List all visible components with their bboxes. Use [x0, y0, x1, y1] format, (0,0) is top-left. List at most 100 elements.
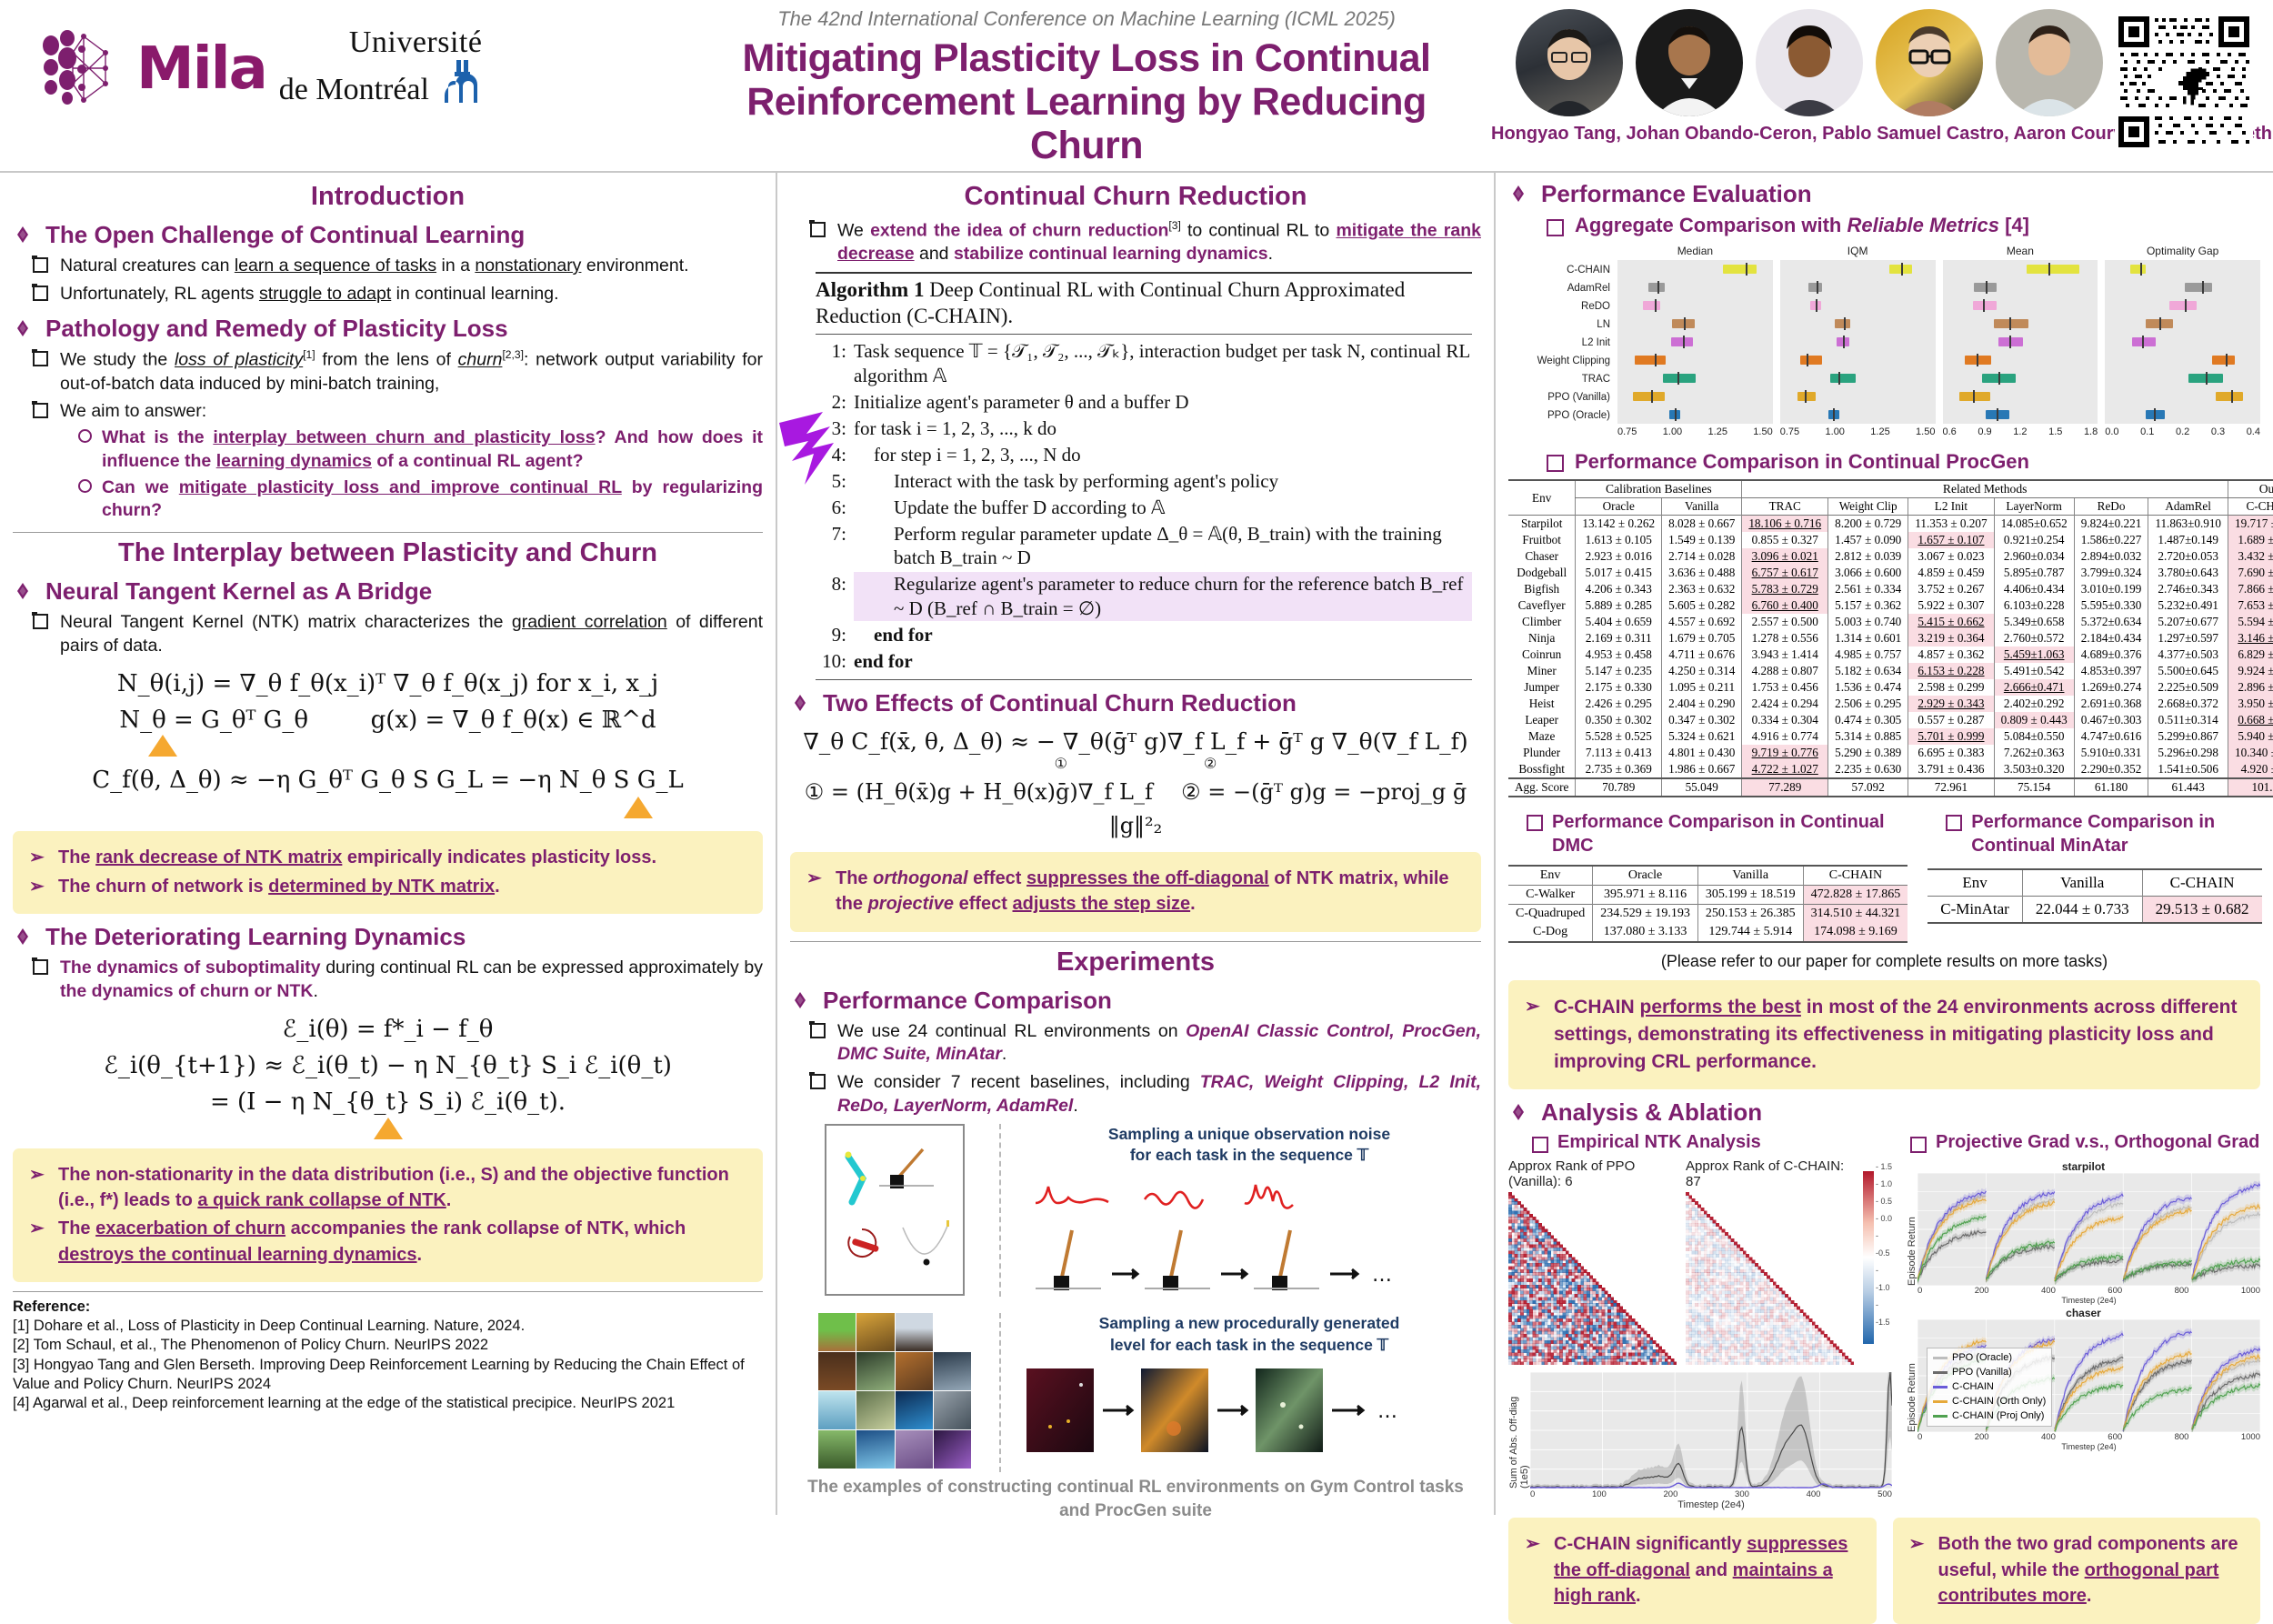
text-italic: TRAC, Weight Clipping, L2 Init, ReDo, La… — [837, 1072, 1481, 1116]
legend-label: PPO (Oracle) — [1952, 1351, 2013, 1363]
callout-line: ➢ The exacerbation of churn accompanies t… — [27, 1216, 748, 1268]
table-cell: 0.511±0.314 — [2148, 712, 2228, 728]
chart-row — [2105, 278, 2260, 296]
chart-tick-label: 800 — [2174, 1432, 2189, 1443]
equation-term-2: ② = −(ḡᵀ g)g = −proj_g ḡ ‖g‖²₂ — [1108, 778, 1467, 838]
callout-line: ➢ The orthogonal effect suppresses the of… — [805, 866, 1467, 917]
chart-interval-bar — [2184, 283, 2212, 292]
legend-label: PPO (Vanilla) — [1952, 1366, 2012, 1378]
square-bullet-icon — [1527, 815, 1543, 831]
text: . — [1001, 1044, 1007, 1065]
algorithm-title-text: Deep Continual RL with Continual Churn A… — [816, 277, 1406, 327]
table-cell: 1.679 ± 0.705 — [1661, 630, 1742, 647]
table-cell: 9.924 ± 0.636 — [2228, 663, 2273, 679]
text: C-CHAIN — [1554, 997, 1640, 1018]
algorithm-step: 6: Update the buffer D according to 𝔸 — [831, 496, 1166, 518]
title-line-1: Mitigating Plasticity Loss in Continual — [742, 36, 1431, 80]
table-row: Bossfight 2.735 ± 0.369 1.986 ± 0.667 4.722… — [1508, 761, 2273, 778]
table-cell: 2.896 ± 0.371 — [2228, 679, 2273, 696]
square-bullet-icon — [1547, 455, 1564, 472]
table-cell: 1.657 ± 0.107 — [1908, 532, 1995, 548]
equation-two-effects-block: ∇_θ C_f(x̄, θ, Δ_θ) ≈ − ∇_θ(ḡᵀ g)∇_f L_f… — [790, 725, 1481, 843]
text-italic: orthogonal — [873, 867, 968, 888]
chart-point-marker — [1985, 281, 1988, 294]
equation-ntk-2: N_θ = G_θᵀ G_θ g(x) = ∇_θ f_θ(x) ∈ ℝ^d — [13, 702, 763, 738]
chart-point-marker — [1900, 263, 1903, 276]
chart-tick-label: 400 — [2041, 1286, 2056, 1297]
chart-row — [2105, 351, 2260, 369]
callout-ntk-result: ➢ C-CHAIN significantly suppresses the of… — [1508, 1518, 1877, 1624]
chaser_curve-plot-area: PPO (Oracle) PPO (Vanilla) C-CHAIN C-CHAIN … — [1918, 1319, 2260, 1433]
text-italic: loss of plasticity — [174, 349, 304, 370]
chart-tick-label: 1.00 — [1825, 426, 1845, 437]
reference-item: [3] Hongyao Tang and Glen Berseth. Impro… — [13, 1356, 745, 1392]
table-cell: 6.829 ± 1.093 — [2228, 647, 2273, 663]
text-underlined: performs the best — [1639, 997, 1801, 1018]
chart-row — [2105, 315, 2260, 333]
table-cell: 5.182 ± 0.634 — [1827, 663, 1908, 679]
chart-category-label: L2 Init — [1581, 337, 1610, 348]
equation-ntk-2b: g(x) = ∇_θ f_θ(x) ∈ ℝ^d — [370, 706, 656, 734]
column-results: Performance Evaluation Aggregate Compari… — [1496, 173, 2273, 1624]
chart-tick-label: 0.75 — [1617, 426, 1637, 437]
square-bullet-icon — [32, 283, 48, 301]
table-cell: 5.415 ± 0.662 — [1908, 614, 1995, 630]
logo-group: Mila Université de Montréal — [36, 25, 482, 113]
callout-line: ➢ C-CHAIN performs the best in most of th… — [1523, 994, 2246, 1075]
table-header-cell: C-CHAIN — [2228, 497, 2273, 516]
chart-interval-bar — [2188, 374, 2224, 383]
chart-interval-bar — [1668, 410, 1680, 419]
table-cell: 472.828 ± 17.865 — [1802, 885, 1908, 905]
table-header-cell: AdamRel — [2148, 497, 2228, 516]
table-cell: 5.232±0.491 — [2148, 597, 2228, 614]
colorbar-tick: - 1.0 — [1876, 1179, 1893, 1189]
table-cell: 3.096 ± 0.021 — [1741, 548, 1828, 565]
table-header-cell: C-CHAIN — [1802, 866, 1908, 886]
qr-code-icon[interactable] — [2115, 13, 2253, 151]
list-item: Can we mitigate plasticity loss and impr… — [78, 476, 763, 523]
table-cell: 5.701 ± 0.999 — [1908, 728, 1995, 745]
chart-point-marker — [1815, 299, 1817, 312]
dino-icon — [2178, 68, 2209, 105]
table-header-cell: Vanilla — [2021, 869, 2143, 897]
dmc-heading: Performance Comparison in Continual DMC — [1508, 810, 1908, 857]
reference-title: Reference: — [13, 1298, 91, 1316]
text-underlined: adjusts the step size — [1012, 894, 1191, 915]
chart-tick-label: 1.8 — [2083, 426, 2098, 437]
subsection-dynamics: The Deteriorating Learning Dynamics — [13, 923, 763, 951]
table-cell: 9.719 ± 0.776 — [1741, 745, 1828, 761]
chart-interval-bar — [2132, 337, 2156, 346]
chart-row — [1943, 260, 2098, 278]
ntk-heatmap — [1686, 1192, 1854, 1366]
chart-plot-area — [1942, 260, 2098, 424]
chart-point-marker — [1651, 390, 1654, 403]
table-cell: 5.605 ± 0.282 — [1661, 597, 1742, 614]
algorithm-step: 9: end for — [831, 624, 933, 647]
legend-swatch — [1933, 1386, 1948, 1389]
table-cell: 5.017 ± 0.415 — [1575, 565, 1662, 581]
chart-tick-label: 400 — [2041, 1432, 2056, 1443]
chaser-title: chaser — [2066, 1307, 2101, 1320]
table-cell: 1.457 ± 0.090 — [1827, 532, 1908, 548]
title-line-2: Reinforcement Learning by Reducing Churn — [746, 80, 1427, 168]
chart-tick-label: 1.25 — [1870, 426, 1890, 437]
text-emphasis: The dynamics of suboptimality — [60, 957, 321, 978]
table-cell: 2.812 ± 0.039 — [1827, 548, 1908, 565]
table-cell: 5.404 ± 0.659 — [1575, 614, 1662, 630]
table-cell: 5.147 ± 0.235 — [1575, 663, 1662, 679]
avatar — [1636, 9, 1743, 116]
text-emphasis: extend the idea of churn reduction — [870, 220, 1169, 241]
aggregate-title: Aggregate Comparison with Reliable Metri… — [1575, 214, 2029, 236]
table-cell: 6.757 ± 0.617 — [1741, 565, 1828, 581]
chart-tick-label: 1.50 — [1753, 426, 1773, 437]
table-cell: 2.691±0.368 — [2073, 696, 2148, 712]
arrow-bullet-icon: ➢ — [806, 867, 822, 888]
chart-point-marker — [1837, 372, 1840, 385]
algorithm-steps: 1: Task sequence 𝕋 = {𝒯₁, 𝒯₂, ..., 𝒯ₖ}, i… — [816, 335, 1472, 678]
table-cell: 5.372±0.634 — [2073, 614, 2148, 630]
table-cell: 2.225±0.509 — [2148, 679, 2228, 696]
chart-x-axis: 0.75 1.00 1.25 1.50 — [1780, 426, 1936, 437]
table-cell: 2.735 ± 0.369 — [1575, 761, 1662, 778]
text: from the lens of — [315, 349, 458, 370]
legend-item: C-CHAIN (Orth Only) — [1933, 1395, 2046, 1409]
